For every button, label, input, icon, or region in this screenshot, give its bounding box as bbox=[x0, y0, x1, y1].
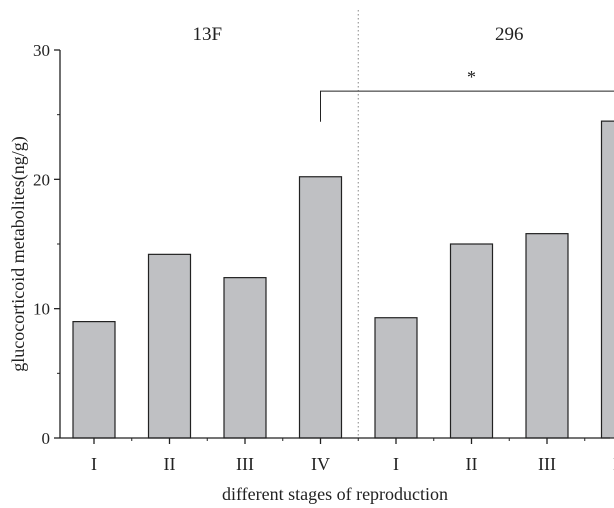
x-tick-label: II bbox=[466, 454, 478, 474]
bar-13F-I bbox=[72, 321, 116, 439]
group-label-296: 296 bbox=[495, 24, 524, 45]
bar-13F-III bbox=[223, 277, 267, 439]
y-axis-title: glucocorticoid metabolites(ng/g) bbox=[8, 136, 29, 371]
y-tick-label: 30 bbox=[33, 41, 50, 60]
bar-296-II bbox=[449, 243, 494, 439]
group-label-13F: 13F bbox=[192, 24, 222, 45]
x-tick-label: I bbox=[393, 454, 399, 474]
x-tick-label: III bbox=[538, 454, 556, 474]
bar-296-IV bbox=[600, 120, 614, 439]
x-tick-label: IV bbox=[311, 454, 330, 474]
bar-13F-II bbox=[147, 253, 192, 439]
y-tick-label: 0 bbox=[42, 429, 51, 448]
x-axis-title: different stages of reproduction bbox=[222, 484, 448, 504]
significance-bracket bbox=[320, 90, 614, 122]
y-tick-label: 10 bbox=[33, 300, 50, 319]
bar-13F-IV bbox=[298, 176, 343, 439]
y-tick-label: 20 bbox=[33, 170, 50, 189]
x-tick-label: III bbox=[236, 454, 254, 474]
x-tick-label: I bbox=[91, 454, 97, 474]
bar-296-III bbox=[525, 233, 569, 439]
significance-marker: * bbox=[467, 67, 476, 87]
x-tick-label: II bbox=[164, 454, 176, 474]
bar-296-I bbox=[374, 317, 418, 439]
